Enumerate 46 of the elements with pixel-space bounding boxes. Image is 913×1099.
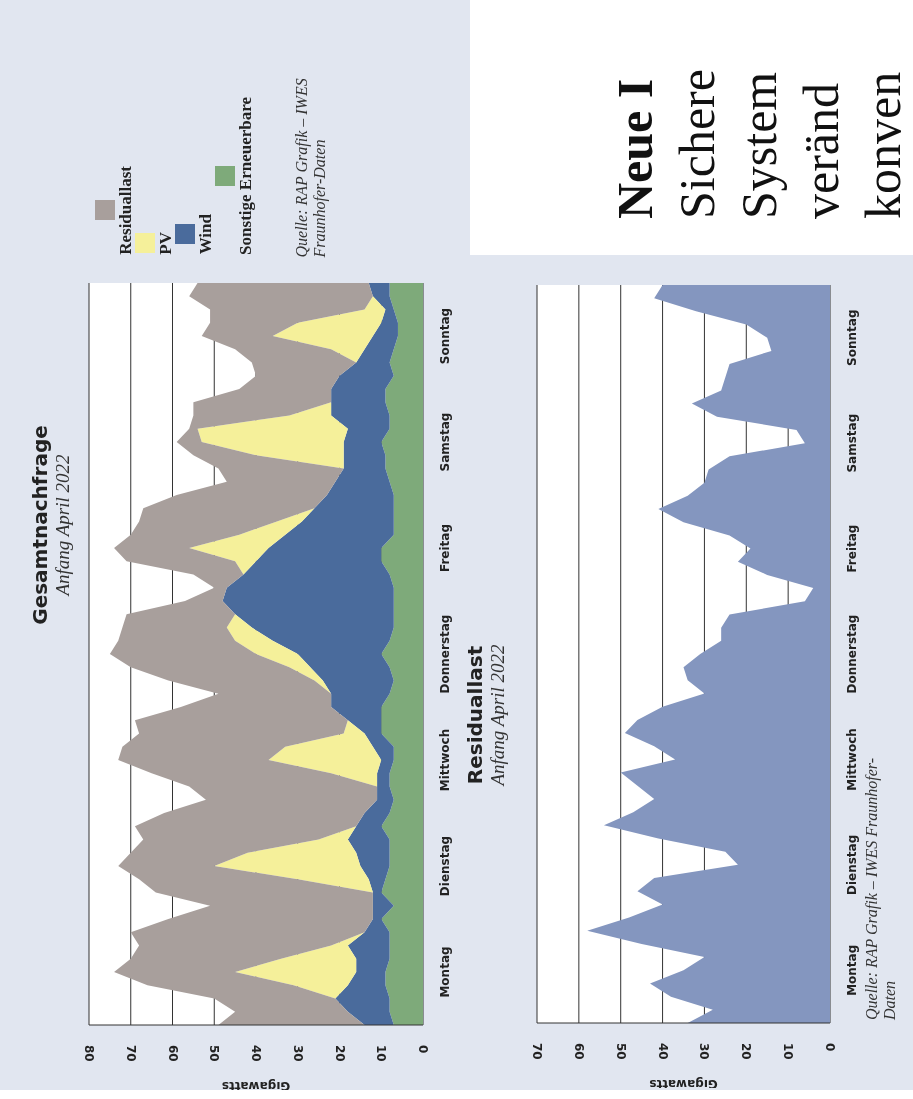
text: Gesamtnachfrage bbox=[28, 424, 52, 627]
x-tick-label: 10 bbox=[374, 1045, 389, 1062]
x-tick-label: 0 bbox=[416, 1045, 430, 1054]
x-tick-label: 50 bbox=[207, 1045, 222, 1062]
text: Anfang April 2022 bbox=[52, 453, 74, 599]
y-tick-label: Sonntag bbox=[845, 309, 859, 366]
y-tick-label: Montag bbox=[845, 944, 859, 996]
legend-label: Sonstige Erneuerbare bbox=[236, 96, 255, 255]
x-tick-label: 70 bbox=[123, 1045, 138, 1062]
legend-label: Wind bbox=[196, 214, 215, 255]
text: Anfang April 2022 bbox=[487, 643, 509, 789]
y-tick-label: Dienstag bbox=[845, 834, 859, 896]
source-note: Quelle: RAP Grafik – IWES Fraunhofer-Daten bbox=[292, 77, 328, 258]
x-tick-label: 60 bbox=[165, 1045, 180, 1062]
x-tick-label: 40 bbox=[249, 1045, 263, 1062]
text: Neue I bbox=[606, 78, 663, 219]
x-tick-label: 70 bbox=[530, 1043, 544, 1060]
x-tick-label: 40 bbox=[655, 1043, 670, 1060]
y-tick-label: Freitag bbox=[845, 524, 859, 573]
text: Residuallast bbox=[463, 644, 487, 787]
legend-label: Residuallast bbox=[116, 165, 135, 255]
x-tick-label: 30 bbox=[290, 1045, 305, 1062]
y-tick-label: Montag bbox=[438, 946, 452, 998]
x-tick-label: 80 bbox=[82, 1045, 96, 1062]
x-tick-label: 30 bbox=[697, 1043, 712, 1060]
x-tick-label: 20 bbox=[332, 1045, 347, 1062]
text: System bbox=[730, 71, 787, 219]
legend-label: PV bbox=[156, 231, 175, 255]
text: Sichere bbox=[668, 68, 725, 219]
y-tick-label: Mittwoch bbox=[845, 728, 859, 791]
x-tick-label: 50 bbox=[613, 1043, 628, 1060]
x-tick-label: 0 bbox=[823, 1043, 837, 1052]
source-note: Quelle: RAP Grafik – IWES Fraunhofer-Daten bbox=[863, 757, 899, 1020]
y-tick-label: Samstag bbox=[438, 412, 452, 472]
text: veränd bbox=[792, 82, 849, 219]
y-tick-label: Freitag bbox=[438, 523, 452, 573]
y-tick-label: Samstag bbox=[845, 413, 859, 473]
y-tick-label: Donnerstag bbox=[845, 614, 859, 694]
y-tick-label: Mittwoch bbox=[438, 728, 452, 792]
x-tick-label: 20 bbox=[739, 1043, 754, 1060]
x-tick-label: 10 bbox=[781, 1043, 796, 1060]
y-tick-label: Donnerstag bbox=[438, 614, 452, 694]
text: konven bbox=[854, 71, 911, 219]
x-tick-label: 60 bbox=[571, 1043, 586, 1060]
y-tick-label: Dienstag bbox=[438, 835, 452, 897]
y-tick-label: Sonntag bbox=[438, 307, 452, 365]
